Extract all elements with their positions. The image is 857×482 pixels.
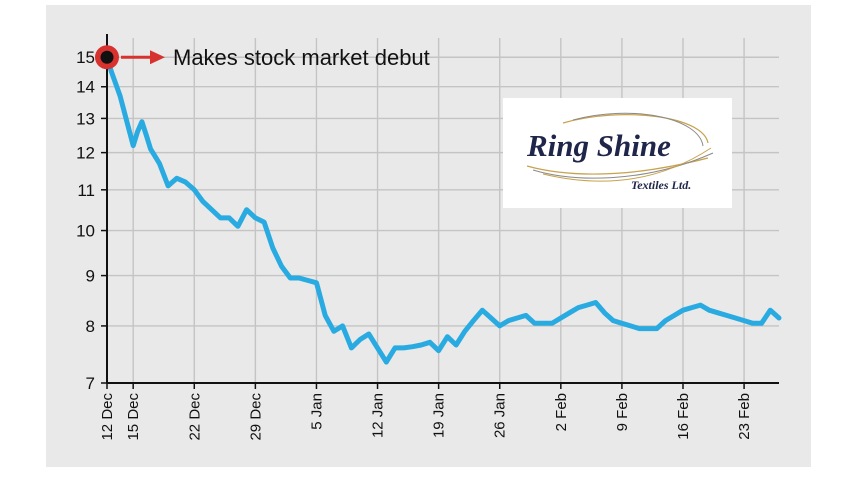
price-series-line bbox=[104, 54, 782, 365]
x-tick-label: 23 Feb bbox=[736, 393, 753, 440]
debut-marker-dot bbox=[100, 50, 114, 64]
y-tick-label: 10 bbox=[76, 222, 95, 241]
logo-subtitle: Textiles Ltd. bbox=[631, 178, 691, 192]
grid bbox=[107, 38, 779, 383]
x-tick-label: 19 Jan bbox=[431, 393, 448, 438]
logo-brand-name: Ring Shine bbox=[526, 128, 671, 163]
axes bbox=[106, 34, 779, 384]
x-tick-label: 26 Jan bbox=[492, 393, 509, 438]
y-tick-label: 12 bbox=[76, 144, 95, 163]
y-tick-label: 14 bbox=[76, 78, 95, 97]
x-tick-label: 2 Feb bbox=[553, 393, 570, 431]
y-tick-label: 8 bbox=[86, 317, 95, 336]
x-axis-ticks: 12 Dec 15 Dec 22 Dec 29 Dec 5 Jan 12 Jan 19 Ja… bbox=[99, 383, 753, 441]
x-tick-label: 15 Dec bbox=[125, 393, 142, 441]
x-tick-label: 12 Dec bbox=[99, 393, 116, 441]
x-tick-label: 29 Dec bbox=[247, 393, 264, 441]
series-layer bbox=[104, 54, 782, 365]
y-tick-label: 13 bbox=[76, 109, 95, 128]
y-tick-label: 15 bbox=[76, 48, 95, 67]
x-tick-label: 5 Jan bbox=[308, 393, 325, 430]
y-axis-ticks: 7 8 9 10 11 12 13 14 15 bbox=[76, 48, 107, 393]
x-tick-label: 22 Dec bbox=[186, 393, 203, 441]
annotation-layer: Makes stock market debut bbox=[95, 45, 430, 70]
annotation-text: Makes stock market debut bbox=[173, 45, 430, 70]
y-tick-label: 7 bbox=[86, 374, 95, 393]
y-tick-label: 11 bbox=[77, 181, 95, 200]
annotation-arrow-head bbox=[150, 50, 165, 65]
x-tick-label: 12 Jan bbox=[370, 393, 387, 438]
company-logo: Ring Shine Textiles Ltd. bbox=[503, 98, 732, 208]
x-tick-label: 16 Feb bbox=[675, 393, 692, 440]
x-tick-label: 9 Feb bbox=[614, 393, 631, 431]
y-tick-label: 9 bbox=[86, 267, 95, 286]
